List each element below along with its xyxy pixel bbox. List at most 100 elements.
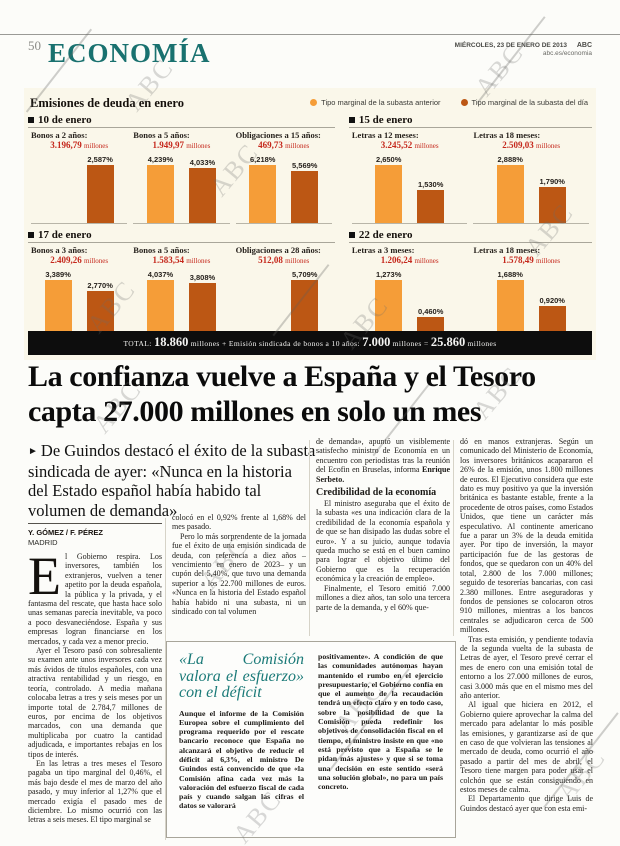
section-title: ECONOMÍA [48, 38, 211, 68]
debt-emissions-infographic: Emisiones de deuda en enero Tipo margina… [24, 88, 596, 360]
paragraph: Tras esta emisión, y pendiente todavía d… [460, 634, 593, 700]
previous-auction-bar: 4,037% [145, 270, 175, 338]
crosshead: Credibilidad de la economía [316, 487, 437, 499]
column-separator [309, 440, 310, 636]
day-auction-bar: 2,770% [85, 281, 115, 338]
legend-label: Tipo marginal de la subasta del día [471, 98, 588, 107]
bar-subchart: Obligaciones a 15 años: 469,73 millones 6,… [233, 130, 335, 224]
total-prefix: TOTAL: [123, 339, 152, 348]
chart-group-date-heading: 22 de enero [348, 229, 592, 243]
chart-group-date-heading: 17 de enero [28, 229, 335, 243]
bar [188, 168, 216, 223]
total-value-2: 7.000 [362, 335, 391, 349]
edition-date: MIÉRCOLES, 23 DE ENERO DE 2013 [454, 42, 568, 49]
chart-group-date: 22 de enero [358, 229, 413, 241]
bar-subchart: Letras a 3 meses: 1.206,24 millones 1,273%… [349, 245, 471, 339]
instrument-label: Obligaciones a 28 años: [235, 245, 321, 255]
bar-value-label: 6,218% [250, 155, 276, 164]
paragraph: l Gobierno respira. Los inversores, tamb… [28, 552, 162, 646]
bar-value-label: 5,709% [292, 270, 318, 279]
amount-issued-label: 1.578,49 millones [502, 255, 561, 265]
bar [291, 171, 319, 223]
paragraph: El Departamento que dirige Luis de Guind… [460, 794, 593, 813]
bar [146, 280, 174, 338]
section-header: 50 ECONOMÍA [28, 38, 211, 69]
bar [375, 280, 403, 338]
reporter-name: Enrique Serbeto. [316, 465, 450, 484]
bar [417, 190, 445, 223]
bar-subchart: Obligaciones a 28 años: 512,08 millones 5,… [233, 245, 335, 339]
website-url: abc.es/economia [542, 50, 592, 57]
triangle-bullet-icon: ► [28, 446, 38, 457]
day-auction-bar: 1,790% [537, 177, 567, 223]
chart-group-date: 17 de enero [38, 229, 92, 241]
chart-row-1: 10 de enero Bonos a 2 años: 3.196,79 millo… [24, 114, 596, 224]
bar-pair: 3,389% 2,770% [31, 266, 128, 339]
bar-value-label: 1,273% [375, 270, 402, 279]
bar [44, 280, 72, 338]
amount-issued-label: 2.509,03 millones [502, 140, 561, 150]
bar-value-label: 4,239% [147, 155, 174, 164]
bar-value-label: 1,530% [417, 180, 444, 189]
amount-issued-label: 3.196,79 millones [50, 140, 109, 150]
standfirst: ► De Guindos destacó el éxito de la subas… [28, 441, 316, 520]
brand-name: ABC [576, 42, 592, 49]
chart-group-date: 15 de enero [358, 114, 413, 126]
total-bar: TOTAL: 18.860 millones + Emisión sindica… [28, 331, 592, 355]
bar-value-label: 1,790% [539, 177, 565, 186]
orange-dot-icon [310, 99, 318, 106]
bar [375, 165, 403, 223]
paragraph: En las letras a tres meses el Tesoro pag… [28, 758, 162, 825]
instrument-label: Letras a 12 meses: [351, 130, 419, 140]
column-separator [453, 440, 454, 636]
square-bullet-icon [28, 232, 34, 238]
masthead: 50 ECONOMÍA MIÉRCOLES, 23 DE ENERO DE 201… [28, 38, 592, 69]
previous-auction-bar: 2,888% [495, 155, 525, 223]
amount-issued-label: 1.949,97 millones [152, 140, 211, 150]
bar [496, 165, 524, 223]
headline: La confianza vuelve a España y el Tesoro… [28, 360, 536, 428]
bar-subchart: Bonos a 2 años: 3.196,79 millones 2,587% [28, 130, 130, 224]
bar [146, 165, 174, 223]
chart-group-date-heading: 15 de enero [348, 114, 592, 128]
bar-pair: 4,239% 4,033% [133, 151, 230, 224]
bar-value-label: 0,920% [539, 296, 565, 305]
bar-value-label: 4,037% [147, 270, 174, 279]
chart-legend: Tipo marginal de la subasta anterior Tip… [310, 96, 588, 107]
amount-issued-label: 1.583,54 millones [152, 255, 211, 265]
square-bullet-icon [28, 117, 34, 123]
bar [538, 187, 566, 223]
paragraph: Al igual que hiciera en 2012, el Gobiern… [460, 700, 593, 795]
bar-pair: 5,709% [235, 266, 332, 339]
chart-header: Emisiones de deuda en enero Tipo margina… [24, 88, 596, 114]
bar [496, 280, 524, 338]
instrument-label: Obligaciones a 15 años: [235, 130, 321, 140]
total-text-2: millones = [392, 339, 429, 348]
bar-subchart: Bonos a 3 años: 2.409,26 millones 3,389% 2,… [28, 245, 130, 339]
day-auction-bar: 5,569% [290, 161, 320, 223]
bar-subchart: Letras a 12 meses: 3.245,52 millones 2,650… [349, 130, 471, 224]
previous-auction-bar: 2,650% [374, 155, 404, 223]
bar-value-label: 4,033% [189, 158, 216, 167]
day-auction-bar: 4,033% [187, 158, 217, 223]
bar-subchart: Letras a 18 meses: 2.509,03 millones 2,888… [470, 130, 592, 224]
byline: Y. GÓMEZ / F. PÉREZ [28, 528, 104, 537]
page-number: 50 [28, 38, 41, 53]
quote-box-left-column: «La Comisión valora el esfuerzo» con el … [179, 652, 304, 827]
previous-auction-bar: 1,273% [374, 270, 404, 338]
instrument-label: Bonos a 5 años: [133, 130, 190, 140]
total-value-1: 18.860 [154, 335, 189, 349]
standfirst-text: De Guindos destacó el éxito de la subast… [28, 441, 316, 520]
square-bullet-icon [348, 232, 355, 238]
quote-box-right-column: positivamente». A condición de que las c… [318, 652, 443, 827]
bar-pair: 1,273% 0,460% [351, 266, 468, 339]
bar-pair: 2,587% [31, 151, 128, 224]
pull-quote-box: «La Comisión valora el esfuerzo» con el … [166, 641, 456, 838]
previous-auction-bar: 1,688% [495, 270, 525, 338]
bar-pair: 2,888% 1,790% [473, 151, 590, 224]
paragraph: El ministro aseguraba que el éxito de la… [316, 499, 450, 584]
column-separator [165, 518, 166, 840]
drop-cap: E [28, 552, 61, 606]
